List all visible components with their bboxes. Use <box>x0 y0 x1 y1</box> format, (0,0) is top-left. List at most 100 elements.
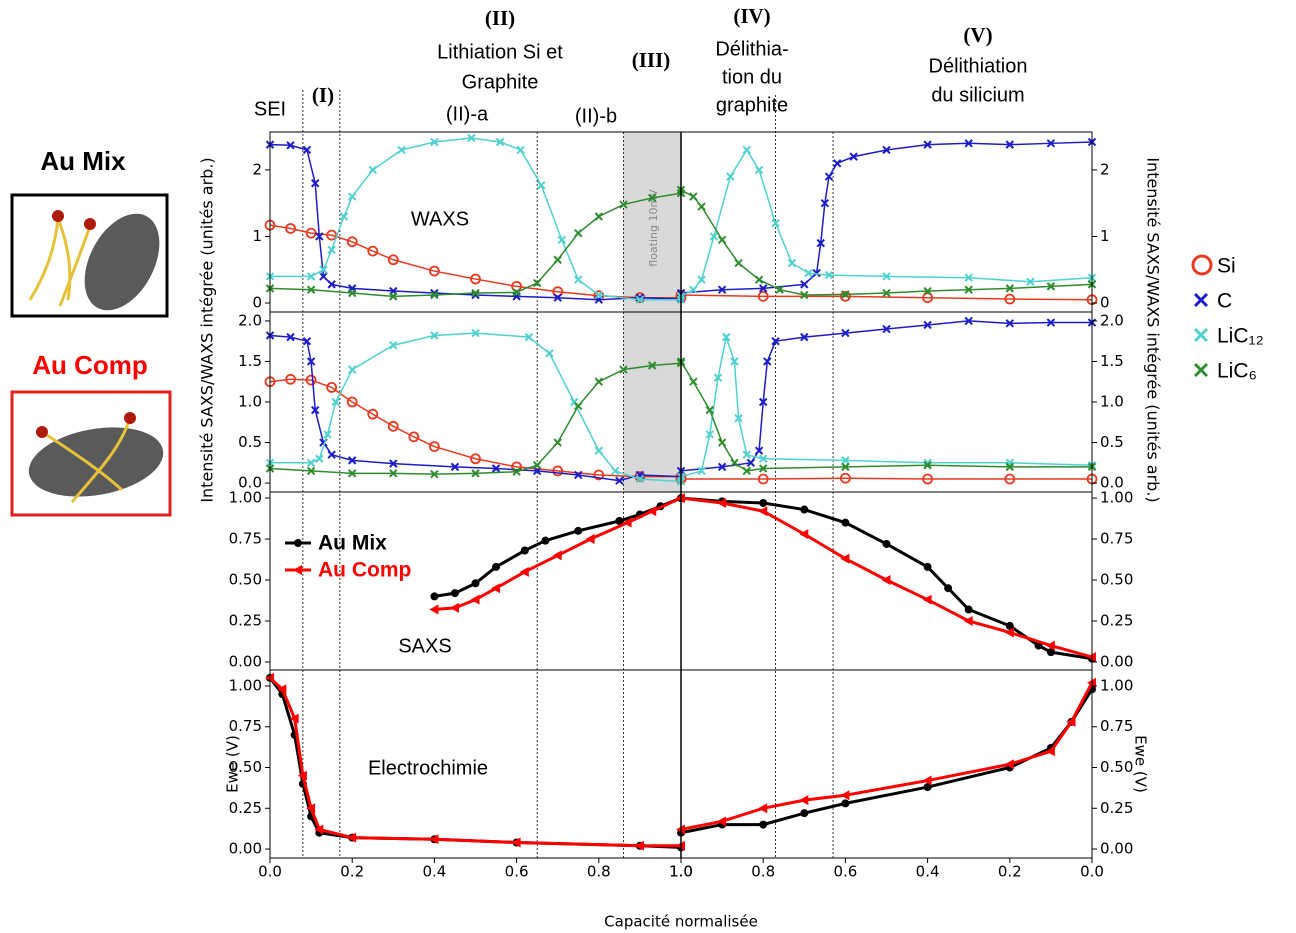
marker <box>430 290 439 300</box>
marker <box>428 441 440 452</box>
legend-marker <box>1193 327 1209 343</box>
series-line <box>269 192 682 298</box>
marker <box>319 272 328 281</box>
y-tick-label-right: 0.50 <box>1100 571 1133 589</box>
y-tick-label: 0.00 <box>229 840 262 858</box>
nanoparticle <box>52 210 64 222</box>
y-axis-label: Ewe (V) <box>224 735 242 793</box>
marker <box>922 594 932 605</box>
phase-annotation: tion du <box>722 66 782 88</box>
panel-label: WAXS <box>411 208 469 230</box>
marker <box>944 584 953 593</box>
marker <box>722 332 731 342</box>
x-tick-label: 0.4 <box>422 863 446 881</box>
phase-annotation: (I) <box>312 83 334 107</box>
marker <box>800 332 809 342</box>
marker <box>882 272 891 281</box>
marker <box>816 238 825 248</box>
nanoparticle <box>124 412 136 424</box>
panel <box>429 493 1096 663</box>
marker <box>882 539 891 548</box>
series-line <box>680 361 1092 472</box>
y-tick-label: 0.25 <box>229 799 262 817</box>
series-line <box>269 362 682 475</box>
marker <box>285 373 296 385</box>
sample-box <box>10 193 169 318</box>
fiber <box>28 217 92 307</box>
fiber <box>41 417 132 503</box>
marker <box>841 462 850 472</box>
marker <box>574 470 583 480</box>
marker <box>306 803 316 814</box>
x-tick-label: 0.6 <box>833 863 857 881</box>
marker <box>705 405 714 415</box>
legend-label: Si <box>1217 255 1236 278</box>
marker <box>635 474 645 484</box>
legend-label: C <box>1217 290 1232 313</box>
nanoparticle <box>84 218 96 230</box>
marker <box>820 198 830 208</box>
phase-annotation: (II) <box>485 6 515 30</box>
marker <box>1066 716 1076 727</box>
marker <box>709 232 719 241</box>
marker <box>804 268 813 278</box>
marker <box>647 506 657 517</box>
marker <box>746 458 756 468</box>
y-tick-label-right: 2 <box>1100 160 1110 178</box>
series-line <box>434 496 682 598</box>
marker <box>389 341 398 350</box>
particle <box>84 213 160 311</box>
marker <box>812 268 821 278</box>
y-tick-label-right: 0.25 <box>1100 611 1133 629</box>
marker <box>922 473 933 485</box>
marker <box>1045 640 1055 651</box>
marker <box>306 357 316 366</box>
marker <box>771 336 780 346</box>
marker <box>593 469 605 481</box>
marker <box>326 229 338 241</box>
marker <box>775 285 784 294</box>
marker <box>532 278 542 288</box>
series-line <box>269 143 682 301</box>
x-tick-label: 0.2 <box>340 863 364 881</box>
y-tick-label: 0.00 <box>229 652 262 670</box>
marker <box>759 820 768 829</box>
y-tick-label-right: 2.0 <box>1100 311 1124 329</box>
marker <box>800 505 809 514</box>
y-tick-label-right: 0.5 <box>1100 433 1124 451</box>
marker <box>470 273 481 285</box>
panel <box>264 316 1098 486</box>
y-tick-label: 2 <box>252 160 262 178</box>
sample-label: Au Comp <box>32 350 148 380</box>
series-line <box>269 334 682 482</box>
marker <box>697 466 706 476</box>
marker <box>449 602 459 613</box>
x-axis-label: Capacité normalisée <box>604 913 758 931</box>
series-line <box>680 148 1093 298</box>
marker <box>347 192 357 201</box>
marker <box>1046 648 1055 657</box>
illustration-au-comp <box>10 390 172 517</box>
marker <box>648 361 657 370</box>
series-line <box>680 334 1093 478</box>
marker <box>326 382 338 393</box>
marker <box>622 517 632 528</box>
marker <box>305 227 317 239</box>
y-tick-label-right: 0.0 <box>1100 474 1124 492</box>
series-line <box>680 688 1094 835</box>
marker <box>963 615 973 626</box>
marker <box>594 212 604 221</box>
panel <box>265 672 1096 852</box>
series-line <box>270 332 682 483</box>
y-tick-label: 0.50 <box>229 571 262 589</box>
marker <box>717 438 727 447</box>
phase-annotation: (II)-a <box>446 103 489 125</box>
marker <box>389 292 398 301</box>
marker <box>511 837 521 848</box>
marker <box>787 258 797 268</box>
marker <box>689 285 698 294</box>
marker <box>537 181 546 190</box>
marker <box>387 254 399 266</box>
marker <box>389 459 398 468</box>
marker <box>771 218 780 228</box>
